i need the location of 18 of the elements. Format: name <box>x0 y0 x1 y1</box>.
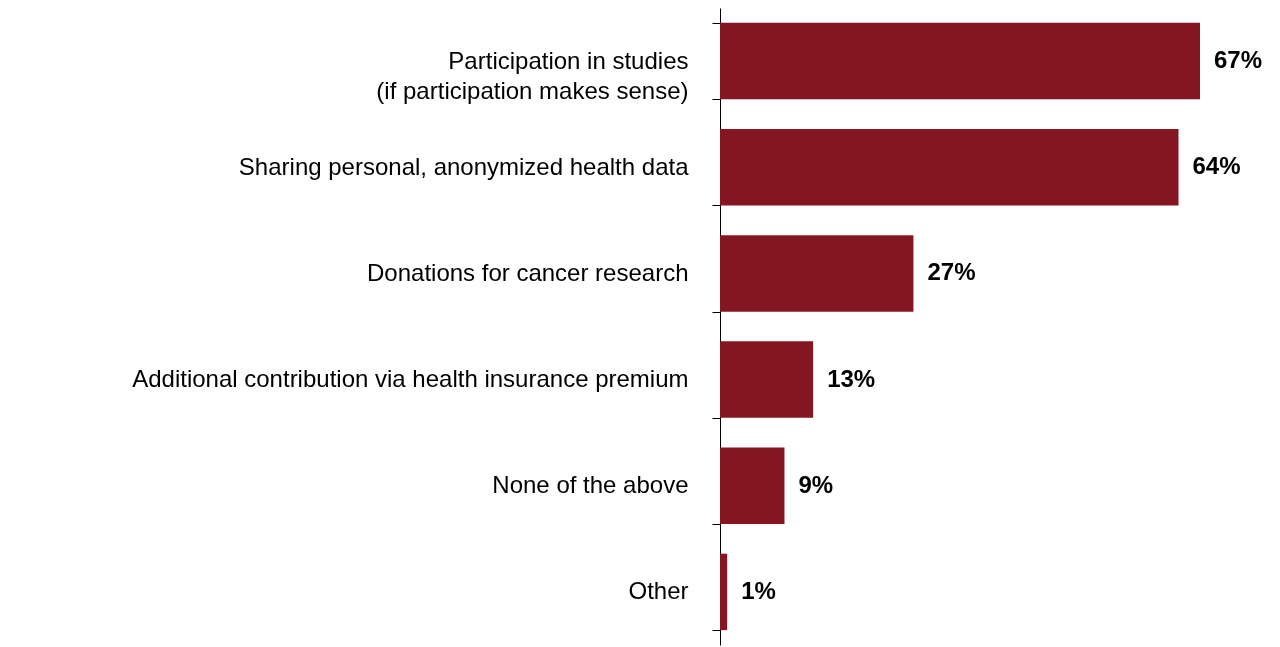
y-tick-label: Sharing personal, anonymized health data <box>238 152 690 180</box>
y-tick-label: Other <box>628 577 689 605</box>
y-tick-label: None of the above <box>492 471 689 499</box>
bar <box>720 235 914 312</box>
bar <box>720 22 1200 100</box>
y-tick-label: Additional contribution via health insurance premium <box>132 365 689 393</box>
data-label: 9% <box>798 470 834 498</box>
data-label: 64% <box>1192 152 1241 180</box>
data-label: 67% <box>1214 46 1263 74</box>
data-label: 27% <box>927 258 976 286</box>
bar <box>720 553 728 631</box>
y-tick-label: Participation in studies (if participation makes sense) <box>376 46 689 104</box>
y-tick-label: Donations for cancer research <box>367 258 689 286</box>
bar <box>720 129 1179 206</box>
bar <box>720 341 814 418</box>
data-label: 1% <box>741 576 776 604</box>
data-label: 13% <box>827 364 876 392</box>
bar <box>720 447 785 524</box>
